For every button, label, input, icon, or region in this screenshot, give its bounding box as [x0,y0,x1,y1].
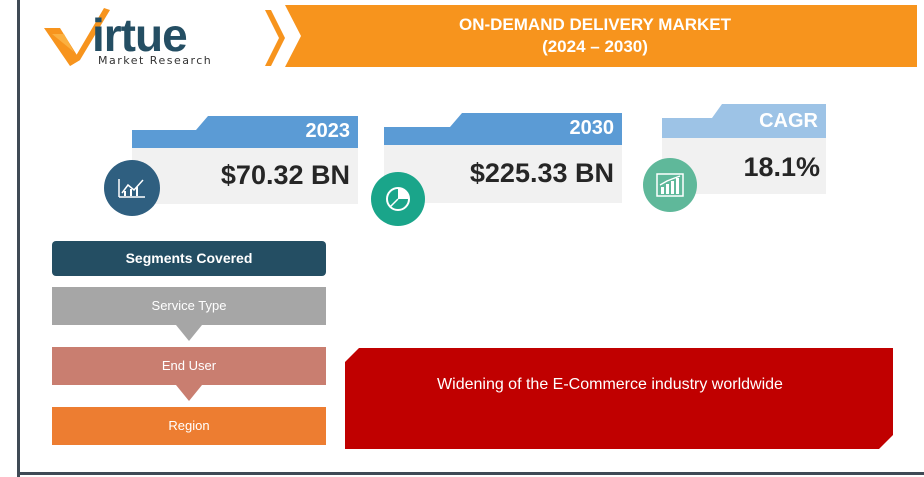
stat-tab-cagr [662,104,826,138]
title-banner [285,5,917,67]
segments-heading: Segments Covered [52,241,326,276]
segment-end-user: End User [52,347,326,385]
page-title: ON-DEMAND DELIVERY MARKET (2024 – 2030) [345,14,845,58]
stat-label: 2023 [305,120,351,142]
down-arrow-icon [176,325,202,341]
page-title-line1: ON-DEMAND DELIVERY MARKET [458,15,731,34]
segment-region: Region [52,407,326,445]
segment-service-type: Service Type [52,287,326,325]
logo-v-mark-icon [44,8,110,66]
page-title-line2: (2024 – 2030) [542,37,648,56]
bar-growth-icon [643,158,697,212]
frame-left-border [17,0,20,477]
line-chart-icon [104,160,160,216]
pie-chart-icon [371,172,425,226]
down-arrow-icon [176,385,202,401]
stat-tab-2023 [132,116,358,148]
market-driver-text: Widening of the E-Commerce industry worl… [437,376,783,393]
stat-value: $70.32 BN [220,160,350,190]
stat-tab-2030 [384,113,622,145]
stat-value: $225.33 BN [469,158,614,188]
logo-tagline: Market Research [98,54,213,67]
frame-bottom-border [17,472,924,475]
brand-logo: irtue Market Research [44,8,244,68]
chevron-right-icon [265,10,285,66]
stat-body [132,148,358,204]
logo-wordmark: irtue [92,9,188,61]
driver-box [345,348,893,449]
stat-label: 2030 [569,117,615,139]
stat-label: CAGR [759,110,818,132]
stat-value: 18.1% [743,152,820,182]
